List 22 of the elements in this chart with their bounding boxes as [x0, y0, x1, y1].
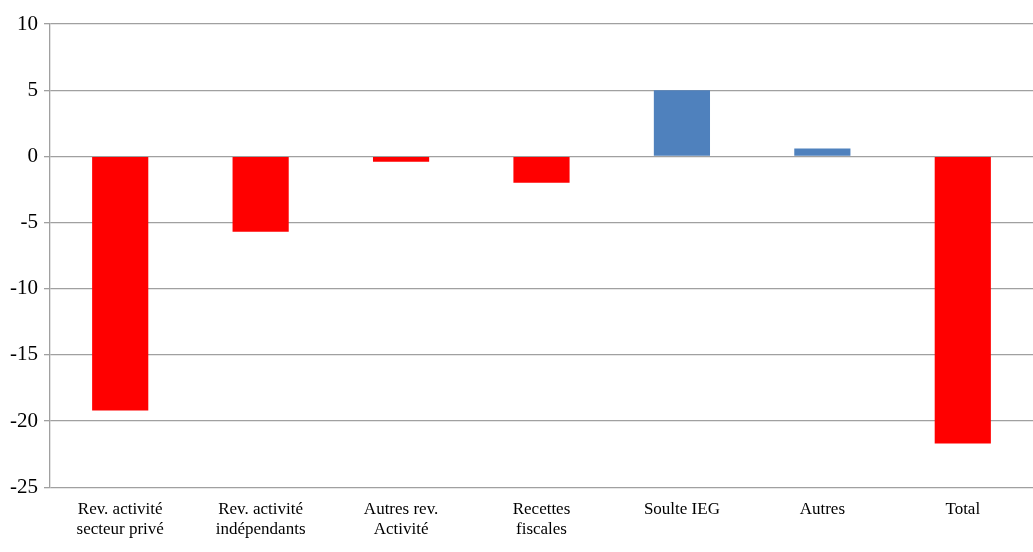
- y-tick-label: 10: [16, 10, 38, 35]
- y-tick-label: -20: [9, 407, 38, 432]
- bar: [794, 148, 851, 156]
- bar: [513, 156, 570, 183]
- y-tick-label: -5: [20, 209, 38, 234]
- bar: [653, 90, 711, 156]
- y-tick-label: -10: [9, 275, 38, 300]
- bar: [934, 156, 991, 444]
- bar: [372, 156, 430, 162]
- bar: [232, 156, 289, 232]
- x-tick-label: Rev. activité indépendants: [215, 498, 306, 539]
- y-tick-label: -25: [9, 473, 38, 498]
- x-tick-label: Autres: [799, 498, 846, 518]
- y-tick-label: 0: [27, 142, 38, 167]
- y-tick-label: 5: [27, 76, 38, 101]
- x-tick-label: Rev. activité secteur privé: [76, 498, 164, 539]
- x-tick-label: Autres rev. Activité: [363, 498, 439, 539]
- y-tick-label: -15: [9, 341, 38, 366]
- x-tick-label: Total: [945, 498, 981, 518]
- x-tick-label: Recettes fiscales: [512, 498, 571, 539]
- bar: [92, 156, 149, 411]
- x-tick-label: Soulte IEG: [643, 498, 720, 518]
